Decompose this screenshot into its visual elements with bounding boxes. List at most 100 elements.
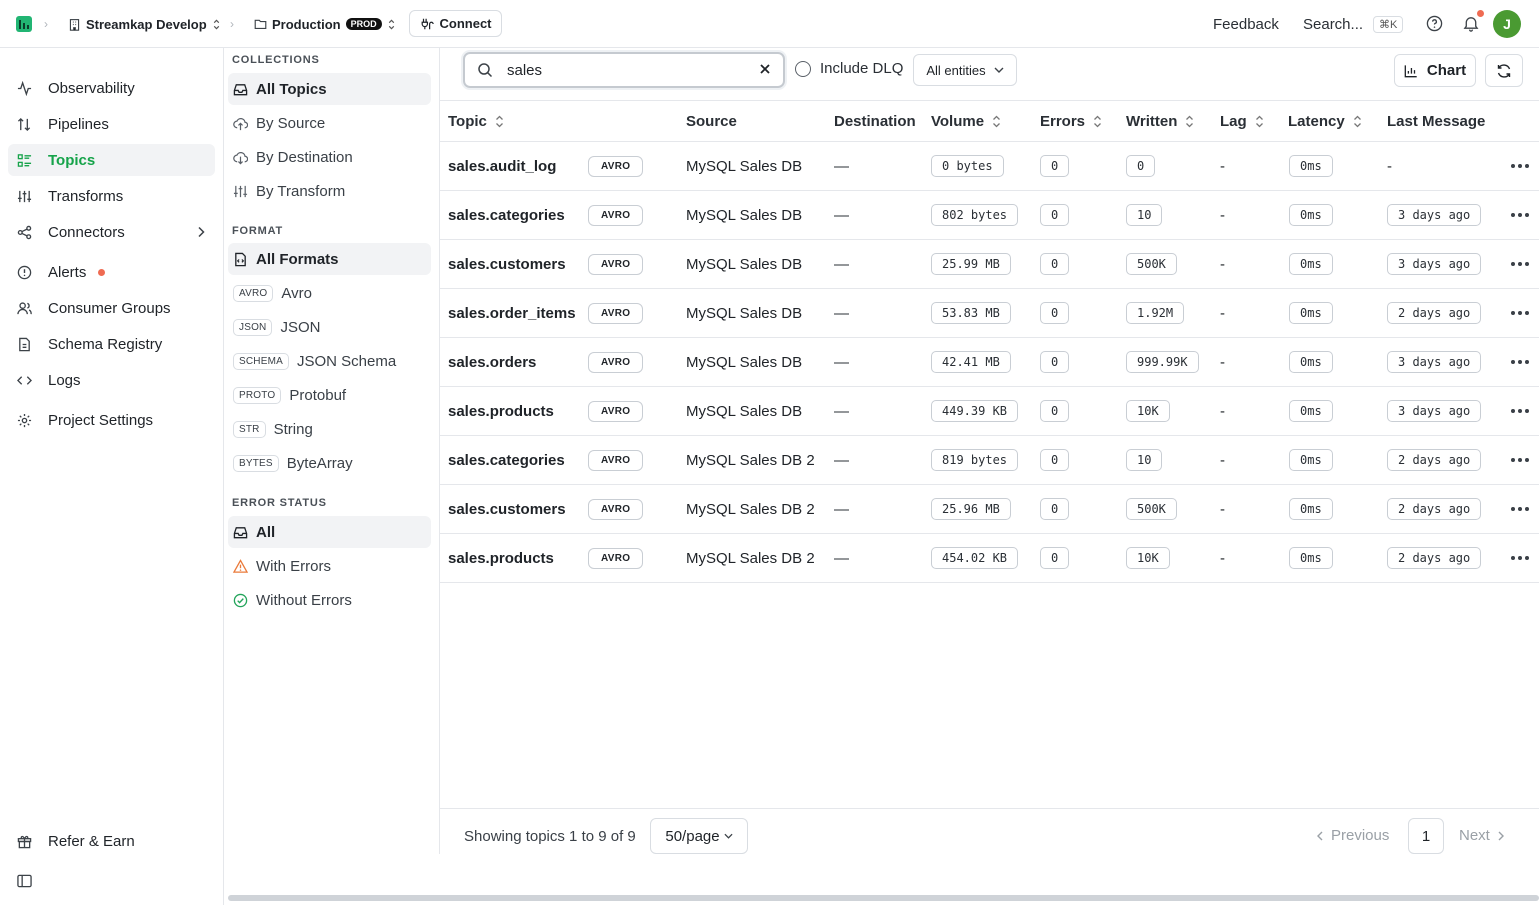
table-row[interactable]: sales.audit_log AVRO MySQL Sales DB — 0 … <box>440 142 1539 191</box>
row-actions-icon[interactable] <box>1511 262 1529 266</box>
topic-name[interactable]: sales.categories <box>448 206 565 224</box>
sidebar-toggle-icon[interactable] <box>17 874 32 888</box>
feedback-link[interactable]: Feedback <box>1213 15 1279 33</box>
user-avatar[interactable]: J <box>1493 10 1521 38</box>
previous-page-button[interactable]: Previous <box>1317 827 1389 844</box>
filter-all-topics[interactable]: All Topics <box>228 73 431 105</box>
sidebar-item-label: Observability <box>48 79 135 97</box>
filter-by-source[interactable]: By Source <box>228 107 431 139</box>
filter-format-avro[interactable]: AVRO Avro <box>228 277 431 309</box>
org-name: Streamkap Develop <box>86 16 207 32</box>
global-search-button[interactable]: Search... ⌘K <box>1303 0 1404 48</box>
topic-name[interactable]: sales.orders <box>448 353 537 371</box>
filter-with-errors[interactable]: With Errors <box>228 550 431 582</box>
column-header-written[interactable]: Written <box>1126 113 1194 130</box>
filter-all-formats[interactable]: All Formats <box>228 243 431 275</box>
sidebar-item-consumer-groups[interactable]: Consumer Groups <box>8 292 215 324</box>
next-page-button[interactable]: Next <box>1459 827 1504 844</box>
topic-name[interactable]: sales.customers <box>448 255 566 273</box>
environment-switcher[interactable]: Production PROD <box>254 14 396 34</box>
table-row[interactable]: sales.categories AVRO MySQL Sales DB — 8… <box>440 191 1539 240</box>
filter-by-transform[interactable]: By Transform <box>228 175 431 207</box>
sidebar-item-transforms[interactable]: Transforms <box>8 180 215 212</box>
environment-badge: PROD <box>345 18 382 30</box>
sidebar-item-schema-registry[interactable]: Schema Registry <box>8 328 215 360</box>
lag-cell: - <box>1220 255 1225 273</box>
collections-heading: COLLECTIONS <box>232 54 320 66</box>
clear-icon[interactable] <box>759 63 771 75</box>
column-header-volume[interactable]: Volume <box>931 113 1001 130</box>
include-dlq-toggle[interactable]: Include DLQ <box>795 60 903 77</box>
filter-label: All Topics <box>256 80 327 98</box>
bell-icon[interactable] <box>1463 15 1479 32</box>
chevron-updown-icon <box>213 19 219 29</box>
topic-name[interactable]: sales.order_items <box>448 304 576 322</box>
filter-format-json-schema[interactable]: SCHEMA JSON Schema <box>228 345 431 377</box>
table-row[interactable]: sales.products AVRO MySQL Sales DB — 449… <box>440 387 1539 436</box>
topic-search-box[interactable] <box>463 52 785 88</box>
help-icon[interactable] <box>1426 15 1443 32</box>
topic-search-input[interactable] <box>507 61 737 79</box>
entities-dropdown[interactable]: All entities <box>913 54 1017 86</box>
sidebar-item-logs[interactable]: Logs <box>8 364 215 396</box>
chart-button[interactable]: Chart <box>1394 54 1476 87</box>
format-heading: FORMAT <box>232 225 284 237</box>
table-row[interactable]: sales.products AVRO MySQL Sales DB 2 — 4… <box>440 534 1539 583</box>
file-icon <box>19 337 30 351</box>
filter-format-json[interactable]: JSON JSON <box>228 311 431 343</box>
topic-name[interactable]: sales.customers <box>448 500 566 518</box>
streamkap-logo-icon[interactable] <box>16 16 32 32</box>
row-actions-icon[interactable] <box>1511 213 1529 217</box>
destination-cell: — <box>834 549 849 567</box>
row-actions-icon[interactable] <box>1511 507 1529 511</box>
errors-pill: 0 <box>1040 400 1070 422</box>
row-actions-icon[interactable] <box>1511 164 1529 168</box>
filter-format-protobuf[interactable]: PROTO Protobuf <box>228 379 431 411</box>
sidebar-item-alerts[interactable]: Alerts <box>8 256 215 288</box>
lag-cell: - <box>1220 304 1225 322</box>
topic-name[interactable]: sales.audit_log <box>448 157 557 175</box>
row-actions-icon[interactable] <box>1511 360 1529 364</box>
topic-name[interactable]: sales.products <box>448 402 554 420</box>
filter-format-bytearray[interactable]: BYTES ByteArray <box>228 447 431 479</box>
table-row[interactable]: sales.customers AVRO MySQL Sales DB — 25… <box>440 240 1539 289</box>
refresh-button[interactable] <box>1485 54 1523 87</box>
horizontal-scrollbar[interactable] <box>228 895 1539 901</box>
filter-by-destination[interactable]: By Destination <box>228 141 431 173</box>
topic-name[interactable]: sales.categories <box>448 451 565 469</box>
row-actions-icon[interactable] <box>1511 409 1529 413</box>
table-row[interactable]: sales.orders AVRO MySQL Sales DB — 42.41… <box>440 338 1539 387</box>
table-row[interactable]: sales.customers AVRO MySQL Sales DB 2 — … <box>440 485 1539 534</box>
written-pill: 999.99K <box>1126 351 1199 373</box>
row-actions-icon[interactable] <box>1511 311 1529 315</box>
column-header-errors[interactable]: Errors <box>1040 113 1102 130</box>
filter-error-all[interactable]: All <box>228 516 431 548</box>
row-actions-icon[interactable] <box>1511 458 1529 462</box>
lag-cell: - <box>1220 549 1225 567</box>
filter-without-errors[interactable]: Without Errors <box>228 584 431 616</box>
column-header-lag[interactable]: Lag <box>1220 113 1264 130</box>
include-dlq-checkbox[interactable] <box>795 60 811 77</box>
sidebar-item-connectors[interactable]: Connectors <box>8 216 215 248</box>
sidebar-item-observability[interactable]: Observability <box>8 72 215 104</box>
filter-format-string[interactable]: STR String <box>228 413 431 445</box>
sidebar-item-project-settings[interactable]: Project Settings <box>8 404 215 436</box>
table-row[interactable]: sales.categories AVRO MySQL Sales DB 2 —… <box>440 436 1539 485</box>
column-header-topic[interactable]: Topic <box>448 113 504 130</box>
page-number-button[interactable]: 1 <box>1408 818 1444 854</box>
org-switcher[interactable]: Streamkap Develop <box>68 14 221 34</box>
source-cell: MySQL Sales DB 2 <box>686 549 815 567</box>
row-actions-icon[interactable] <box>1511 556 1529 560</box>
sidebar-item-refer-earn[interactable]: Refer & Earn <box>8 825 215 857</box>
column-header-latency[interactable]: Latency <box>1288 113 1362 130</box>
table-row[interactable]: sales.order_items AVRO MySQL Sales DB — … <box>440 289 1539 338</box>
sort-icon <box>993 115 1001 128</box>
topic-name[interactable]: sales.products <box>448 549 554 567</box>
volume-pill: 42.41 MB <box>931 351 1011 373</box>
breadcrumb-separator: › <box>230 17 234 31</box>
connect-button[interactable]: Connect <box>409 10 502 37</box>
sidebar-item-pipelines[interactable]: Pipelines <box>8 108 215 140</box>
last-message-pill: 3 days ago <box>1387 400 1482 422</box>
per-page-select[interactable]: 50/page <box>650 818 748 854</box>
sidebar-item-topics[interactable]: Topics <box>8 144 215 176</box>
